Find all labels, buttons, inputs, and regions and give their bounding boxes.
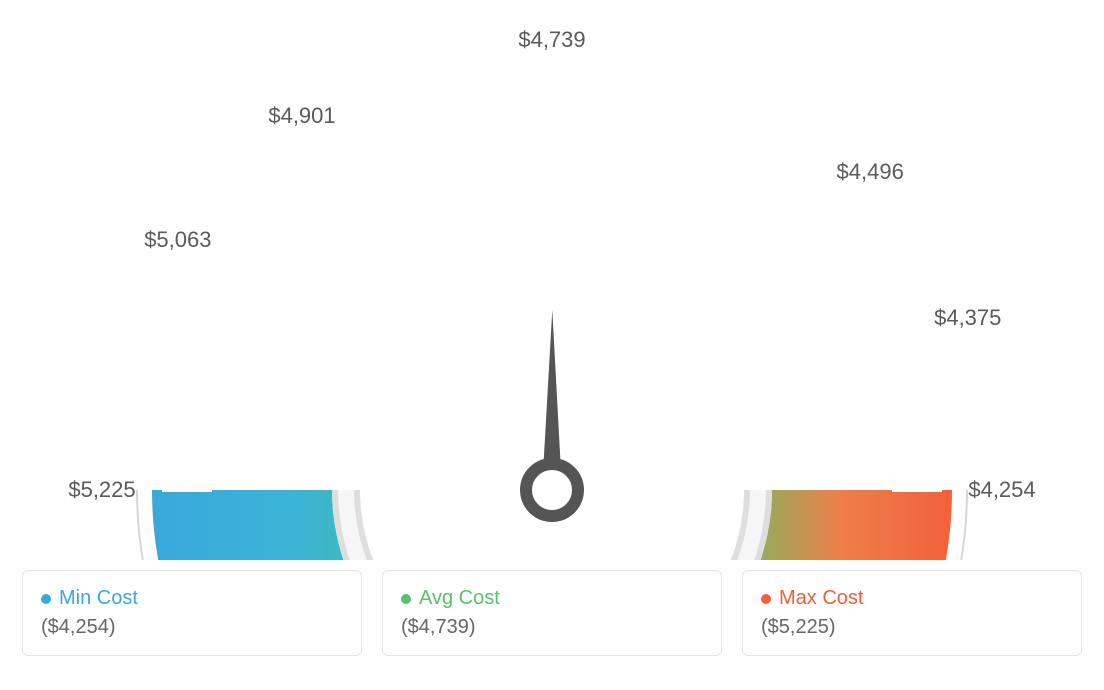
legend-value-max: ($5,225) [761, 616, 1063, 639]
gauge-tick-label: $4,254 [968, 477, 1035, 502]
legend-value-min: ($4,254) [41, 616, 343, 639]
legend-value-avg: ($4,739) [401, 616, 703, 639]
legend-label-min: Min Cost [59, 587, 138, 610]
gauge-tick-label: $4,901 [268, 103, 335, 128]
cost-gauge-chart: $4,254 $4,375 $4,496 $4,739 $4,901 $5,063 $5,2… [22, 20, 1082, 560]
legend-dot-max [761, 594, 771, 604]
legend-dot-avg [401, 594, 411, 604]
legend-dot-min [41, 594, 51, 604]
gauge-svg: $4,254 $4,375 $4,496 $4,739 $4,901 $5,063 $5,2… [22, 20, 1082, 560]
legend-label-max: Max Cost [779, 587, 863, 610]
gauge-center-ring [526, 464, 578, 516]
legend-card-max: Max Cost ($5,225) [742, 570, 1082, 656]
legend-row: Min Cost ($4,254) Avg Cost ($4,739) Max … [22, 570, 1082, 656]
legend-card-avg: Avg Cost ($4,739) [382, 570, 722, 656]
gauge-tick-label: $4,739 [518, 27, 585, 52]
legend-label-avg: Avg Cost [419, 587, 500, 610]
gauge-tick-label: $4,496 [837, 159, 904, 184]
gauge-tick-label: $5,225 [68, 477, 135, 502]
gauge-tick-label: $4,375 [934, 305, 1001, 330]
gauge-tick-label: $5,063 [144, 227, 211, 252]
legend-card-min: Min Cost ($4,254) [22, 570, 362, 656]
